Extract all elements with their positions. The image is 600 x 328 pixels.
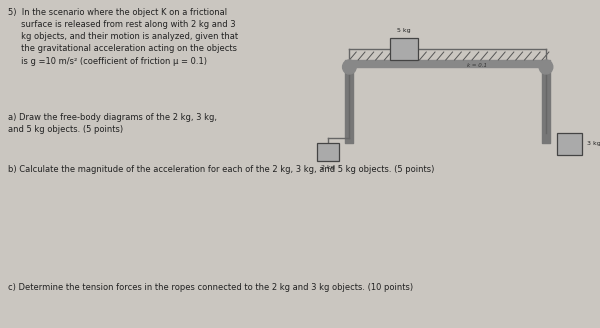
Text: 5)  In the scenario where the object K on a frictional
     surface is released : 5) In the scenario where the object K on…	[8, 8, 238, 66]
Text: 3 kg: 3 kg	[587, 141, 600, 147]
Bar	[557, 133, 582, 155]
Text: 2 kg: 2 kg	[321, 165, 335, 170]
Text: 5 kg: 5 kg	[397, 28, 410, 33]
Text: a) Draw the free-body diagrams of the 2 kg, 3 kg,
and 5 kg objects. (5 points): a) Draw the free-body diagrams of the 2 …	[8, 113, 217, 134]
Bar	[317, 143, 338, 161]
Circle shape	[343, 60, 356, 74]
Bar	[390, 38, 418, 60]
Circle shape	[539, 60, 553, 74]
Text: b) Calculate the magnitude of the acceleration for each of the 2 kg, 3 kg, and 5: b) Calculate the magnitude of the accele…	[8, 165, 434, 174]
Text: k = 0.1: k = 0.1	[467, 63, 487, 68]
Text: c) Determine the tension forces in the ropes connected to the 2 kg and 3 kg obje: c) Determine the tension forces in the r…	[8, 283, 413, 292]
